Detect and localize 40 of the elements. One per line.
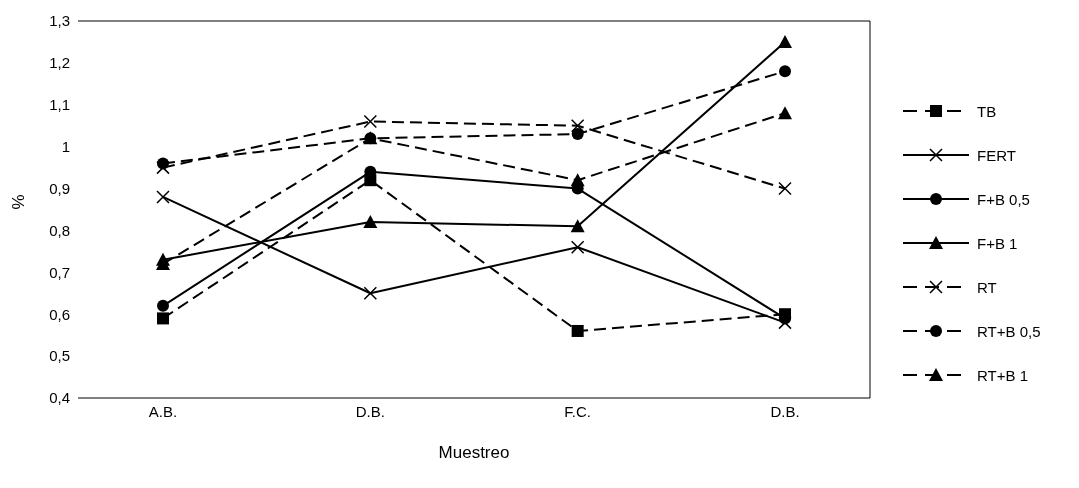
x-tick-label: D.B. [770, 402, 800, 420]
legend-label: FERT [977, 146, 1016, 164]
point [570, 173, 585, 187]
point [363, 215, 378, 229]
y-tick-label: 0,8 [49, 221, 70, 239]
x-tick-label: D.B. [355, 402, 385, 420]
y-tick-label: 1,2 [49, 54, 70, 72]
x-axis-title: Muestreo [438, 443, 510, 462]
point [570, 240, 585, 254]
legend-label: TB [977, 102, 997, 120]
point [571, 128, 584, 141]
x-tick-label: A.B. [148, 402, 178, 420]
point [778, 106, 792, 120]
point [363, 286, 378, 301]
point [156, 190, 170, 204]
y-tick-label: 0,9 [49, 179, 70, 197]
legend-label: RT [977, 278, 997, 296]
point [778, 34, 792, 48]
point [157, 157, 169, 170]
y-tick-label: 1,1 [49, 96, 70, 114]
y-tick-label: 1,3 [49, 12, 70, 30]
legend-label: RT+B 0,5 [977, 322, 1041, 340]
point [570, 219, 585, 233]
point [157, 299, 169, 312]
point [570, 118, 585, 133]
point [778, 181, 792, 196]
legend-label: F+B 0,5 [977, 190, 1030, 208]
y-axis-title: % [9, 194, 29, 210]
x-tick-label: F.C. [564, 402, 591, 420]
y-tick-label: 0,7 [49, 263, 70, 281]
point [363, 114, 378, 129]
y-tick-label: 0,5 [49, 347, 70, 365]
y-tick-label: 0,4 [49, 389, 70, 407]
y-tick-label: 0,6 [49, 305, 70, 323]
legend-label: RT+B 1 [977, 366, 1028, 384]
legend-label: F+B 1 [977, 234, 1018, 252]
point [779, 65, 791, 78]
y-tick-label: 1 [61, 137, 70, 155]
point [571, 324, 584, 337]
point [157, 312, 169, 325]
